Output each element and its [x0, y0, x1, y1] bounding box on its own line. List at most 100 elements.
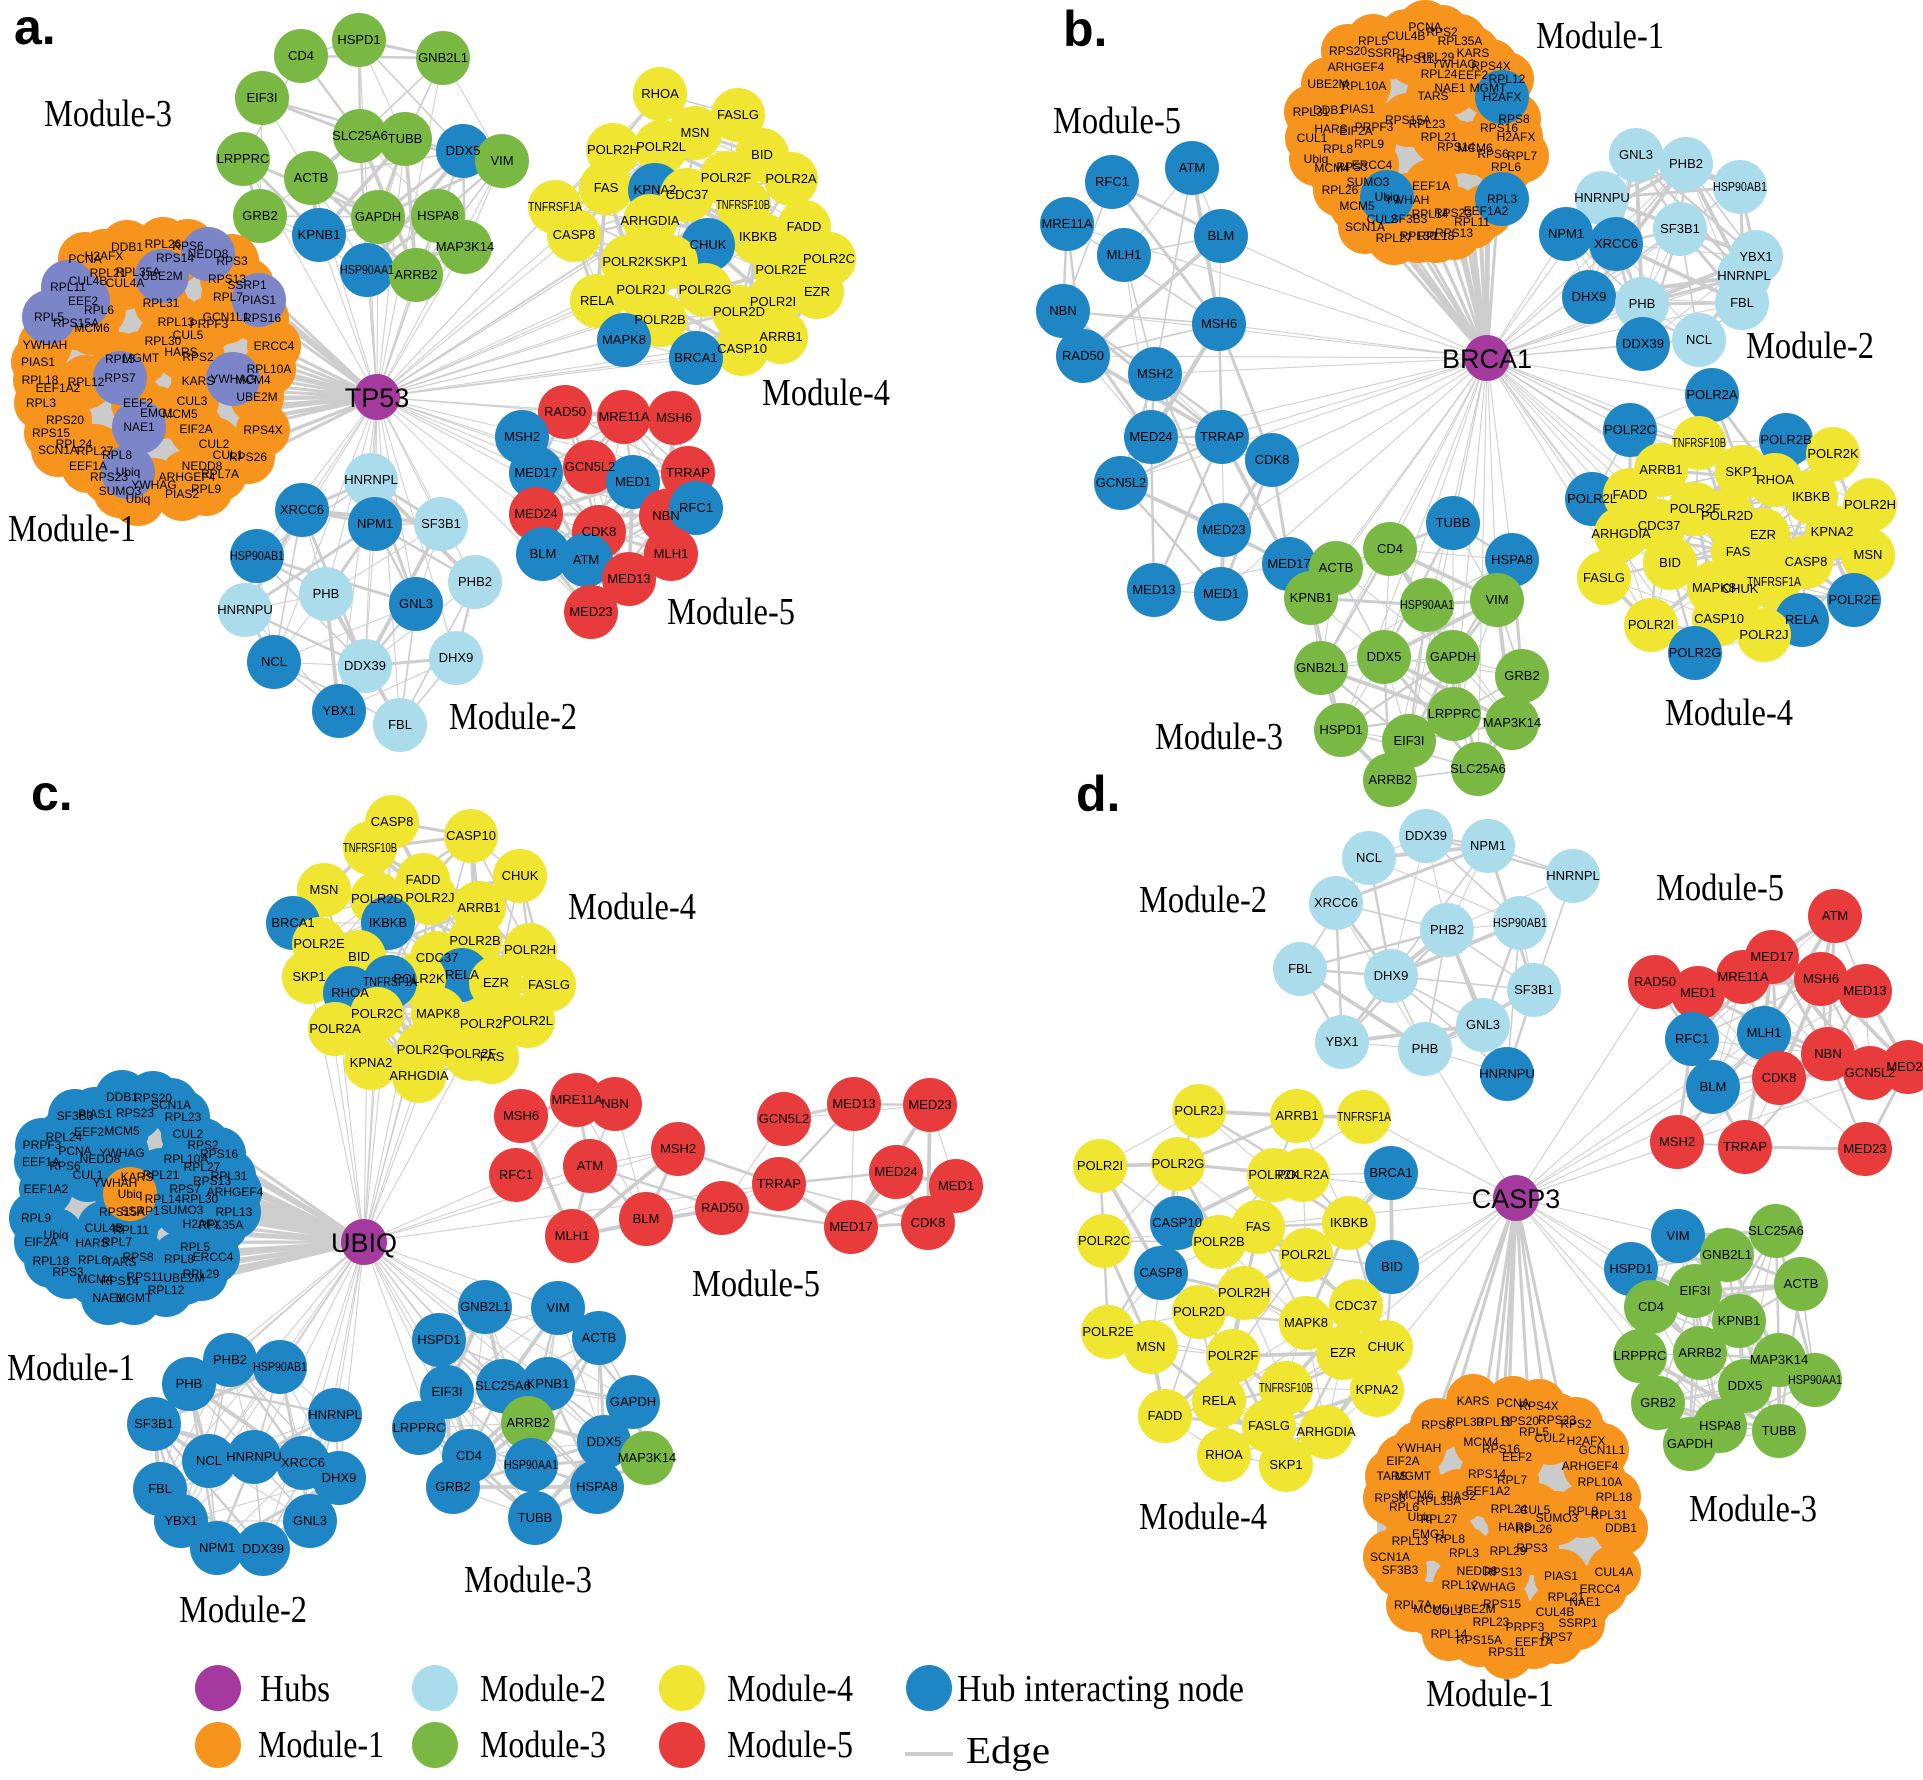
svg-text:MED23: MED23: [1843, 1141, 1886, 1156]
svg-text:MAPK8: MAPK8: [602, 332, 646, 347]
svg-text:UBE2M: UBE2M: [1307, 77, 1348, 91]
svg-text:RPS15A: RPS15A: [1385, 113, 1431, 127]
svg-text:ARHGDIA: ARHGDIA: [389, 1068, 449, 1083]
svg-text:CDK8: CDK8: [1255, 452, 1290, 467]
svg-text:SKP1: SKP1: [292, 969, 325, 984]
svg-text:CUL2: CUL2: [199, 437, 230, 451]
svg-text:RPL3: RPL3: [1449, 1546, 1479, 1560]
svg-text:KPNB1: KPNB1: [1290, 590, 1333, 605]
svg-text:MSN: MSN: [681, 125, 710, 140]
svg-text:RPS8: RPS8: [1374, 1491, 1406, 1505]
svg-text:CD4: CD4: [288, 48, 314, 63]
svg-text:NBN: NBN: [1814, 1046, 1841, 1061]
svg-text:SCN1A: SCN1A: [1345, 220, 1385, 234]
svg-text:POLR2L: POLR2L: [503, 1013, 553, 1028]
svg-text:RPS7: RPS7: [1541, 1630, 1573, 1644]
svg-text:GAPDH: GAPDH: [355, 209, 401, 224]
svg-text:RPS3: RPS3: [52, 1265, 84, 1279]
svg-text:MED24: MED24: [874, 1164, 917, 1179]
svg-text:TNFRSF10B: TNFRSF10B: [1672, 435, 1726, 450]
svg-text:HSP90AB1: HSP90AB1: [230, 548, 284, 563]
svg-text:POLR2B: POLR2B: [449, 933, 500, 948]
svg-text:EIF2A: EIF2A: [24, 1235, 57, 1249]
svg-text:ERCC4: ERCC4: [1352, 158, 1393, 172]
svg-text:MGMT: MGMT: [116, 1291, 153, 1305]
svg-text:TP53: TP53: [345, 383, 410, 413]
svg-text:DDB1: DDB1: [1605, 1521, 1637, 1535]
svg-text:PIAS1: PIAS1: [1544, 1569, 1578, 1583]
svg-text:GAPDH: GAPDH: [1430, 649, 1476, 664]
svg-text:RPL11: RPL11: [1454, 215, 1490, 229]
svg-text:RPL3: RPL3: [1487, 192, 1517, 206]
svg-text:CUL1: CUL1: [1433, 1604, 1464, 1618]
svg-text:EZR: EZR: [804, 284, 830, 299]
svg-text:RPS16: RPS16: [1480, 121, 1518, 135]
svg-text:RPL8: RPL8: [1435, 1532, 1465, 1546]
svg-text:SUMO3: SUMO3: [161, 1203, 204, 1217]
svg-text:ACTB: ACTB: [582, 1330, 617, 1345]
svg-text:MCM5: MCM5: [162, 407, 198, 421]
svg-text:POLR2J: POLR2J: [1174, 1103, 1223, 1118]
svg-text:RPL12: RPL12: [148, 1283, 185, 1297]
svg-text:DDX5: DDX5: [446, 143, 481, 158]
svg-text:CDK8: CDK8: [1762, 1070, 1797, 1085]
svg-text:MCM6: MCM6: [74, 321, 110, 335]
svg-text:POLR2C: POLR2C: [803, 251, 855, 266]
svg-text:Module-1: Module-1: [258, 1724, 384, 1766]
svg-text:MSH6: MSH6: [1201, 316, 1237, 331]
svg-text:Hub interacting node: Hub interacting node: [957, 1668, 1244, 1710]
svg-text:RPS11: RPS11: [1396, 52, 1433, 66]
svg-text:KARS: KARS: [182, 374, 215, 388]
svg-text:IKBKB: IKBKB: [369, 915, 407, 930]
svg-text:c.: c.: [31, 765, 73, 821]
svg-text:RPS7: RPS7: [169, 1182, 201, 1196]
svg-text:TARS: TARS: [1376, 1469, 1407, 1483]
svg-text:MCM4: MCM4: [77, 1272, 113, 1286]
svg-text:YWHAH: YWHAH: [23, 338, 68, 352]
svg-text:POLR2F: POLR2F: [701, 170, 752, 185]
svg-text:MRE11A: MRE11A: [1041, 216, 1092, 231]
svg-text:RPS23: RPS23: [1538, 1413, 1576, 1427]
svg-text:RPL7: RPL7: [1507, 149, 1537, 163]
svg-text:HSP90AA1: HSP90AA1: [1788, 1372, 1842, 1387]
svg-text:MSN: MSN: [1137, 1339, 1166, 1354]
svg-text:RPL21: RPL21: [143, 1168, 180, 1182]
svg-text:RPL35A: RPL35A: [116, 265, 161, 279]
svg-text:RPL21: RPL21: [1421, 130, 1458, 144]
svg-text:RPL13: RPL13: [158, 315, 195, 329]
svg-text:TNFRSF1A: TNFRSF1A: [1747, 574, 1801, 589]
svg-text:FAS: FAS: [594, 180, 619, 195]
svg-text:YWHAH: YWHAH: [1397, 1441, 1442, 1455]
svg-text:RPL30: RPL30: [145, 334, 182, 348]
svg-text:HNRNPL: HNRNPL: [308, 1407, 361, 1422]
svg-text:Module-2: Module-2: [480, 1668, 606, 1710]
svg-text:ACTB: ACTB: [294, 170, 329, 185]
svg-text:BRCA1: BRCA1: [1369, 1165, 1412, 1180]
svg-text:MCM5: MCM5: [1413, 1602, 1449, 1616]
svg-text:POLR2F: POLR2F: [1670, 501, 1721, 516]
svg-text:CD4: CD4: [456, 1448, 482, 1463]
svg-text:MED23: MED23: [908, 1097, 951, 1112]
svg-text:CD4: CD4: [1638, 1299, 1664, 1314]
svg-text:SSRP1: SSRP1: [1367, 46, 1407, 60]
svg-text:GNL3: GNL3: [293, 1513, 327, 1528]
svg-text:ARHGDIA: ARHGDIA: [1296, 1424, 1356, 1439]
svg-text:RPL31: RPL31: [1293, 105, 1330, 119]
svg-text:RPL18: RPL18: [33, 1254, 70, 1268]
svg-text:ARHGEF4: ARHGEF4: [159, 470, 216, 484]
svg-text:LRPPRC: LRPPRC: [1428, 706, 1481, 721]
svg-text:DDB1: DDB1: [1313, 103, 1345, 117]
svg-text:MED1: MED1: [615, 474, 651, 489]
svg-text:HSPA8: HSPA8: [1491, 552, 1533, 567]
svg-text:Module-4: Module-4: [1665, 692, 1793, 734]
svg-text:Module-2: Module-2: [1746, 325, 1874, 367]
svg-text:CASP10: CASP10: [1152, 1215, 1202, 1230]
svg-text:NEDD8: NEDD8: [188, 247, 229, 261]
svg-text:ERCC4: ERCC4: [254, 339, 295, 353]
svg-text:RPS16: RPS16: [1482, 1442, 1520, 1456]
svg-text:BID: BID: [348, 949, 370, 964]
svg-text:RPL5: RPL5: [34, 310, 64, 324]
svg-text:RPL7: RPL7: [213, 290, 243, 304]
svg-text:FAS: FAS: [480, 1049, 505, 1064]
svg-text:MAP3K14: MAP3K14: [618, 1450, 677, 1465]
